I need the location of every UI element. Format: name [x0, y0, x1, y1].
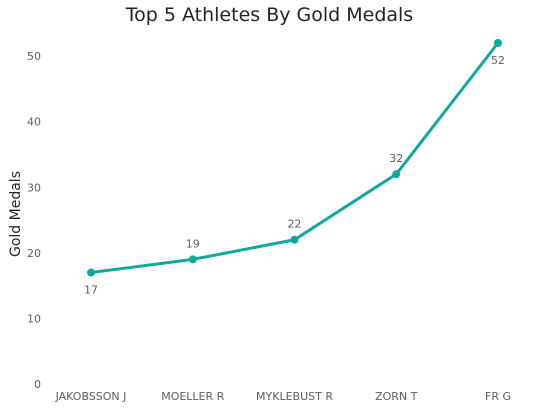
y-tick-label: 30 [27, 181, 41, 194]
series-layer [87, 39, 502, 277]
y-axis-ticks: 0 10 20 30 40 50 [27, 50, 41, 391]
data-point[interactable] [392, 170, 401, 179]
y-tick-label: 10 [27, 312, 41, 325]
x-tick-label: FR G [485, 390, 511, 403]
data-label: 22 [288, 218, 302, 231]
data-labels: 17 19 22 32 52 [84, 54, 505, 297]
y-tick-label: 20 [27, 247, 41, 260]
data-label: 19 [186, 237, 200, 250]
x-tick-label: MOELLER R [161, 390, 224, 403]
data-point[interactable] [494, 39, 502, 47]
data-point[interactable] [188, 255, 197, 264]
x-axis-ticks: JAKOBSSON J MOELLER R MYKLEBUST R ZORN T FR … [55, 390, 511, 403]
data-point[interactable] [87, 268, 95, 277]
data-label: 17 [84, 284, 98, 297]
y-tick-label: 50 [27, 50, 41, 63]
chart-title: Top 5 Athletes By Gold Medals [125, 4, 414, 26]
x-tick-label: JAKOBSSON J [55, 390, 127, 403]
data-label: 32 [389, 152, 403, 165]
data-point[interactable] [290, 235, 299, 244]
data-label: 52 [491, 54, 505, 67]
y-tick-label: 0 [34, 378, 41, 391]
y-tick-label: 40 [27, 116, 41, 129]
x-tick-label: ZORN T [375, 390, 418, 403]
x-tick-label: MYKLEBUST R [256, 390, 333, 403]
